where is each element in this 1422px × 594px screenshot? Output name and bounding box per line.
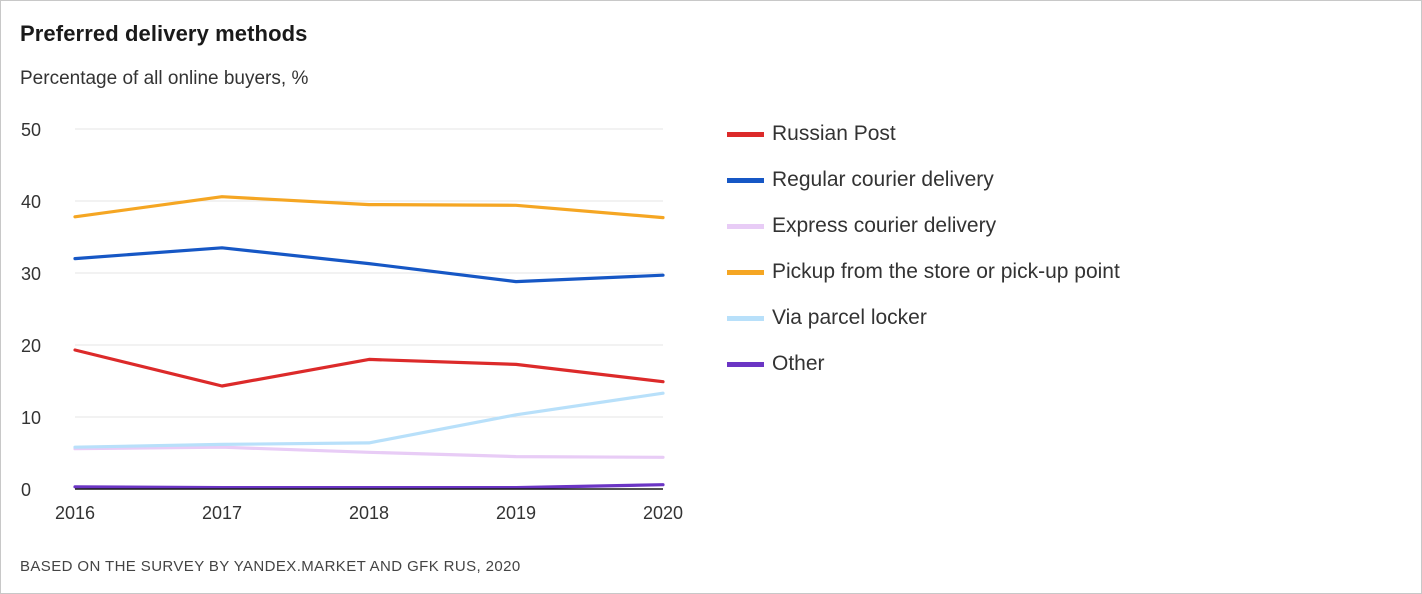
- legend-swatch: [727, 315, 764, 321]
- series-line-express-courier-delivery: [73, 445, 665, 459]
- legend-swatch: [727, 269, 764, 275]
- x-tick-label: 2017: [202, 503, 242, 523]
- legend-item: Express courier delivery: [727, 203, 1120, 249]
- x-tick-label: 2019: [496, 503, 536, 523]
- legend-item: Other: [727, 341, 1120, 387]
- legend-swatch: [727, 177, 764, 183]
- source-note: BASED ON THE SURVEY BY YANDEX.MARKET AND…: [20, 558, 521, 575]
- y-tick-label: 50: [21, 120, 41, 140]
- x-tick-label: 2016: [55, 503, 95, 523]
- legend-label: Pickup from the store or pick-up point: [772, 260, 1120, 283]
- chart-title: Preferred delivery methods: [20, 21, 308, 46]
- series-lines: [73, 195, 665, 490]
- gridlines: [75, 128, 663, 418]
- y-tick-label: 20: [21, 336, 41, 356]
- legend-label: Regular courier delivery: [772, 168, 994, 191]
- legend-item: Regular courier delivery: [727, 157, 1120, 203]
- legend-label: Other: [772, 352, 825, 375]
- legend-item: Russian Post: [727, 111, 1120, 157]
- y-axis-ticks: 0 10 20 30 40 50: [21, 120, 41, 500]
- chart-legend: Russian Post Regular courier delivery Expr…: [727, 111, 1120, 387]
- chart-subtitle: Percentage of all online buyers, %: [20, 68, 309, 89]
- x-tick-label: 2018: [349, 503, 389, 523]
- series-line-regular-courier-delivery: [73, 246, 665, 284]
- series-line-russian-post: [73, 348, 665, 388]
- legend-item: Pickup from the store or pick-up point: [727, 249, 1120, 295]
- legend-label: Via parcel locker: [772, 306, 927, 329]
- legend-label: Russian Post: [772, 122, 896, 145]
- legend-item: Via parcel locker: [727, 295, 1120, 341]
- legend-swatch: [727, 223, 764, 229]
- legend-swatch: [727, 131, 764, 137]
- series-line-pickup-from-the-store-or-pick-up-point: [73, 195, 665, 220]
- line-chart: 0 10 20 30 40 50 2016 2017 2018 2019 2020: [21, 120, 683, 523]
- y-tick-label: 40: [21, 192, 41, 212]
- legend-label: Express courier delivery: [772, 214, 997, 237]
- series-line-other: [73, 483, 665, 490]
- y-tick-label: 10: [21, 408, 41, 428]
- y-tick-label: 0: [21, 480, 31, 500]
- legend-swatch: [727, 361, 764, 367]
- x-tick-label: 2020: [643, 503, 683, 523]
- series-line-via-parcel-locker: [73, 391, 665, 449]
- x-axis-ticks: 2016 2017 2018 2019 2020: [55, 503, 683, 523]
- y-tick-label: 30: [21, 264, 41, 284]
